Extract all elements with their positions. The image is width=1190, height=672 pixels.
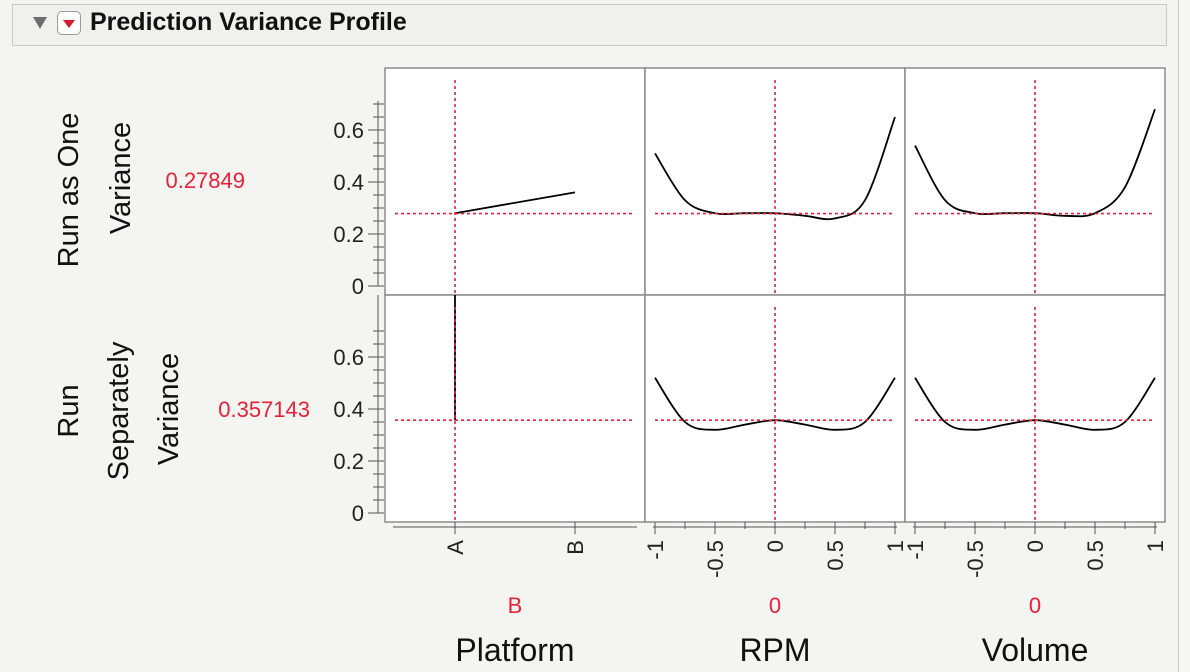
profile-panel [384, 294, 646, 523]
response-label-separately: Separately [103, 341, 135, 480]
y-tick-label: 0.4 [333, 397, 364, 422]
x-tick-label: 0 [1023, 540, 1048, 552]
x-tick-label: B [563, 540, 588, 555]
response-label-variance: Variance [105, 122, 137, 234]
x-tick-label: -0.5 [963, 540, 988, 578]
x-tick-label: 0.5 [823, 540, 848, 571]
response-value-run-separately: 0.357143 [218, 397, 310, 422]
factor-current-value-rpm[interactable]: 0 [769, 593, 781, 618]
y-tick-label: 0 [352, 274, 364, 299]
x-tick-label: -1 [643, 540, 668, 560]
y-tick-label: 0.4 [333, 170, 364, 195]
response-value-run-as-one: 0.27849 [165, 168, 245, 193]
profile-panel [904, 294, 1166, 523]
disclosure-triangle-icon[interactable] [33, 17, 47, 29]
x-tick-label: A [443, 540, 468, 555]
y-tick-label: 0.2 [333, 222, 364, 247]
outline-header: Prediction Variance Profile [12, 4, 1167, 46]
response-label-variance: Variance [153, 353, 185, 465]
response-label-run: Run [53, 384, 85, 437]
factor-label-volume: Volume [982, 632, 1089, 668]
factor-current-value-platform[interactable]: B [508, 593, 523, 618]
adjacent-window-edge [1178, 0, 1190, 672]
x-tick-label: 0 [763, 540, 788, 552]
y-tick-label: 0.6 [333, 345, 364, 370]
prediction-curve [454, 191, 576, 215]
red-triangle-menu-button[interactable] [57, 11, 81, 35]
y-tick-label: 0 [352, 501, 364, 526]
factor-label-platform: Platform [455, 632, 574, 668]
x-tick-label: -1 [903, 540, 928, 560]
factor-current-value-volume[interactable]: 0 [1029, 593, 1041, 618]
x-tick-label: 1 [1143, 540, 1168, 552]
profile-panel [384, 67, 646, 296]
x-tick-label: 1 [883, 540, 908, 552]
outline-title: Prediction Variance Profile [90, 8, 407, 36]
x-tick-label: -0.5 [703, 540, 728, 578]
y-tick-label: 0.2 [333, 449, 364, 474]
response-label-run-as-one: Run as One [53, 113, 85, 268]
y-tick-label: 0.6 [333, 118, 364, 143]
x-tick-label: 0.5 [1083, 540, 1108, 571]
factor-label-rpm: RPM [739, 632, 810, 668]
